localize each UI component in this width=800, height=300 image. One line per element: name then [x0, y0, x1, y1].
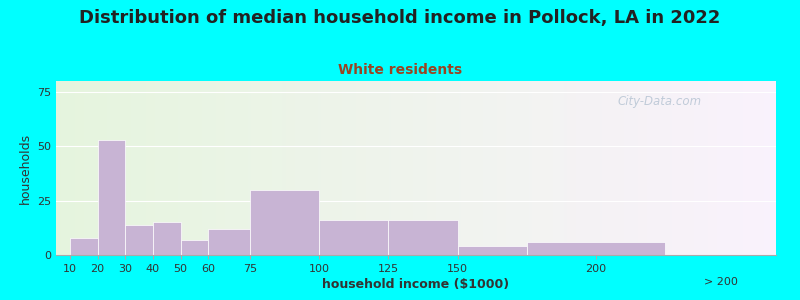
Bar: [98, 140, 126, 255]
Bar: [153, 222, 181, 255]
Bar: [126, 224, 153, 255]
Bar: [250, 190, 319, 255]
Bar: [319, 220, 388, 255]
Bar: [181, 240, 208, 255]
Text: City-Data.com: City-Data.com: [618, 95, 702, 108]
Text: White residents: White residents: [338, 63, 462, 77]
Text: Distribution of median household income in Pollock, LA in 2022: Distribution of median household income …: [79, 9, 721, 27]
Bar: [458, 246, 526, 255]
Bar: [70, 238, 98, 255]
Bar: [526, 242, 666, 255]
Bar: [208, 229, 250, 255]
X-axis label: household income ($1000): household income ($1000): [322, 278, 510, 291]
Text: > 200: > 200: [704, 277, 738, 287]
Bar: [388, 220, 458, 255]
Y-axis label: households: households: [18, 132, 31, 204]
